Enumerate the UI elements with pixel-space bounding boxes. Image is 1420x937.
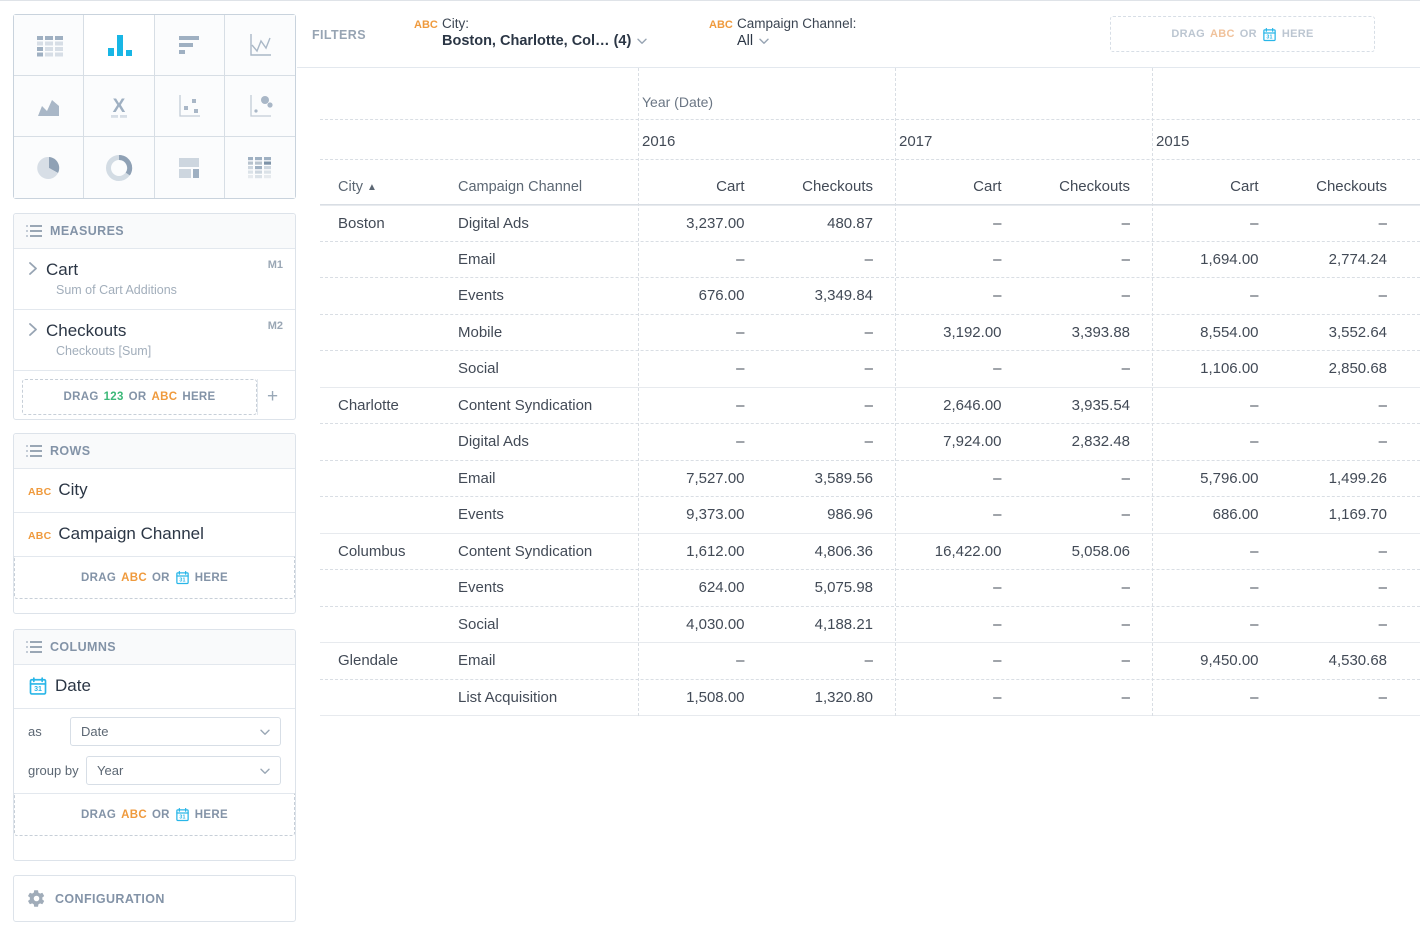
svg-text:31: 31 <box>179 814 185 820</box>
svg-text:X: X <box>113 96 126 117</box>
svg-text:31: 31 <box>34 685 42 693</box>
svg-text:31: 31 <box>1266 34 1272 40</box>
svg-text:31: 31 <box>179 577 185 583</box>
